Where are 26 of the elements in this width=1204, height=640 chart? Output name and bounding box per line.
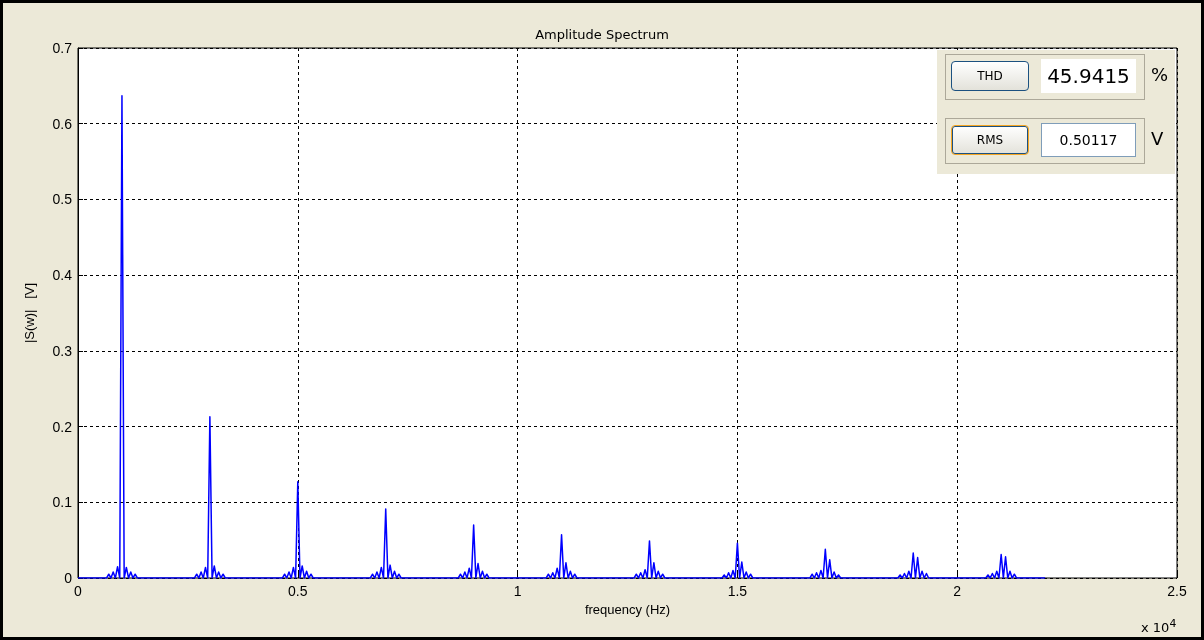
y-tick-label: 0.2 (52, 418, 73, 435)
y-tick-label: 0 (64, 570, 73, 586)
rms-field: 0.50117 (1041, 123, 1136, 157)
x-axis-title: frequency (Hz) (584, 601, 671, 617)
y-tick-label: 0.7 (52, 40, 73, 56)
rms-button: RMS (951, 125, 1029, 155)
y-tick-label: 0.1 (52, 494, 73, 511)
x-tick-label: 0 (74, 583, 83, 599)
control-panel: THD 45.9415 % RMS 0.50117 V (937, 50, 1175, 174)
x-tick-label: 1 (513, 583, 522, 599)
y-tick-label: 0.3 (52, 342, 73, 359)
x-tick-label: 2 (953, 583, 962, 599)
annotation: V (1151, 128, 1164, 149)
thd-button: THD (951, 61, 1029, 91)
y-tick-label: 0.5 (52, 191, 73, 208)
x-tick-label: 2.5 (1167, 583, 1187, 599)
annotation: % (1151, 64, 1169, 85)
x-tick-label: 1.5 (727, 583, 748, 599)
y-tick-label: 0.6 (52, 115, 73, 132)
y-axis-title: |S(w)| [V] (22, 282, 37, 344)
chart-title: Amplitude Spectrum (535, 27, 669, 42)
x-tick-label: 0.5 (288, 583, 308, 599)
line-series (77, 94, 1046, 579)
y-tick-label: 0.4 (52, 267, 73, 284)
text: x 10$^{4}$ (1141, 617, 1177, 636)
thd-field: 45.9415 (1041, 59, 1136, 93)
